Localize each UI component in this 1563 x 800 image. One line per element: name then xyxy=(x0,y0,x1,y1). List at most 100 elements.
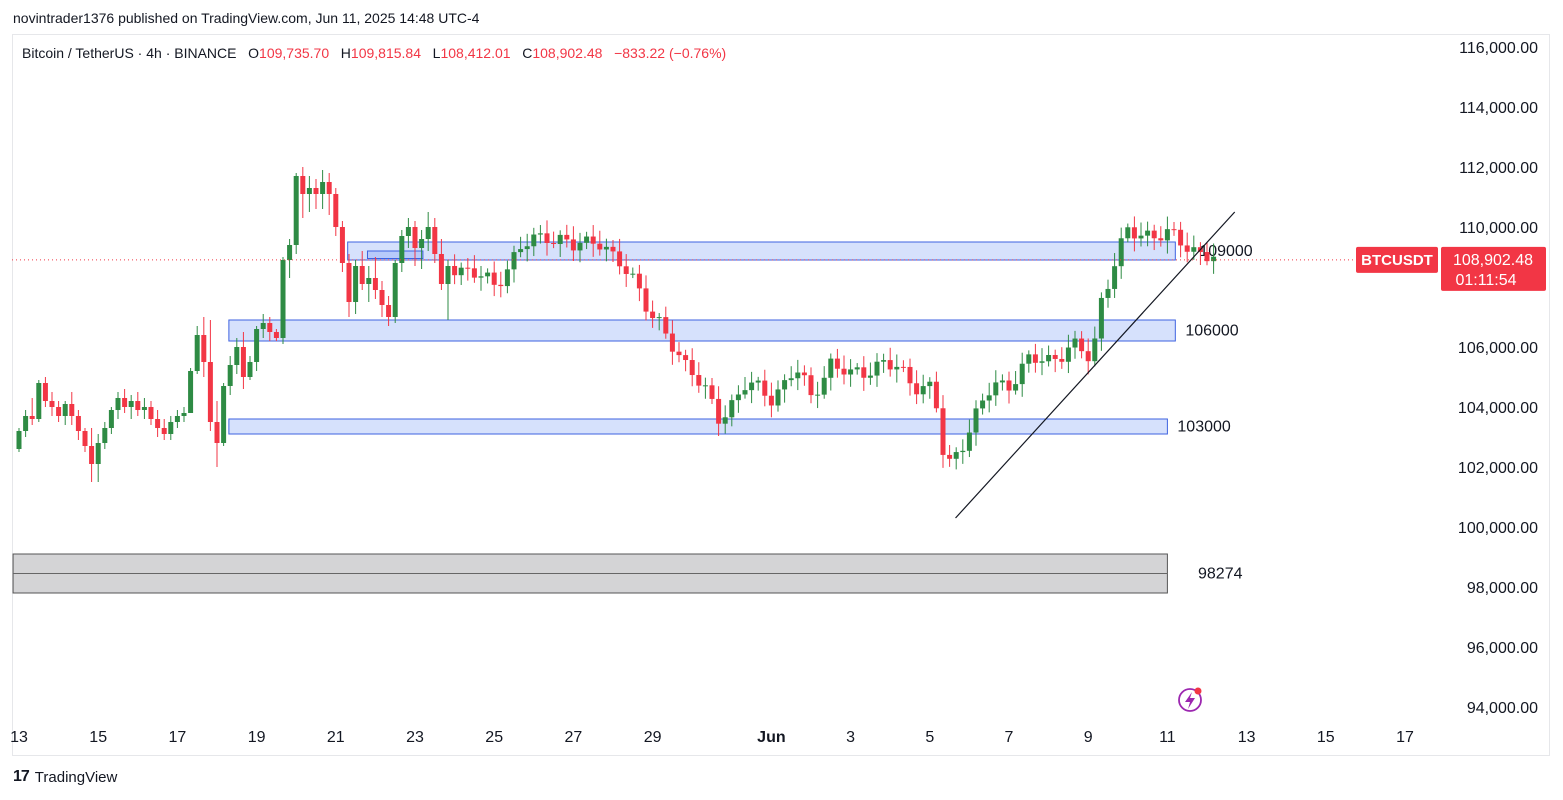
candle[interactable] xyxy=(135,392,141,416)
candle[interactable] xyxy=(1211,243,1217,274)
candle[interactable] xyxy=(729,394,735,427)
candle[interactable] xyxy=(1131,216,1137,252)
candle[interactable] xyxy=(478,265,484,291)
candle[interactable] xyxy=(1098,292,1104,351)
candle[interactable] xyxy=(326,173,332,215)
candle[interactable] xyxy=(122,389,128,413)
candle[interactable] xyxy=(445,260,451,320)
candle[interactable] xyxy=(643,275,649,321)
candle[interactable] xyxy=(1052,349,1058,373)
candle[interactable] xyxy=(174,410,180,428)
candle[interactable] xyxy=(557,230,563,257)
candle[interactable] xyxy=(531,227,537,257)
candle[interactable] xyxy=(227,356,233,395)
candle[interactable] xyxy=(333,188,339,236)
candle[interactable] xyxy=(254,326,260,371)
candle[interactable] xyxy=(749,371,755,404)
candle[interactable] xyxy=(742,376,748,399)
candle[interactable] xyxy=(287,239,293,278)
candle[interactable] xyxy=(650,300,656,328)
candle[interactable] xyxy=(933,371,939,413)
candle[interactable] xyxy=(306,176,312,212)
candle[interactable] xyxy=(894,354,900,383)
footer-brand[interactable]: 17 TradingView xyxy=(13,768,117,786)
candle[interactable] xyxy=(597,230,603,256)
candle[interactable] xyxy=(339,221,345,272)
candle[interactable] xyxy=(1158,226,1164,247)
candle[interactable] xyxy=(313,179,319,209)
candle[interactable] xyxy=(1112,253,1118,298)
candle[interactable] xyxy=(366,266,372,302)
candle[interactable] xyxy=(1026,350,1032,373)
candle[interactable] xyxy=(828,353,834,391)
candle[interactable] xyxy=(260,314,266,338)
candle[interactable] xyxy=(1006,371,1012,404)
candle[interactable] xyxy=(42,377,48,407)
candle[interactable] xyxy=(702,377,708,399)
candle[interactable] xyxy=(1171,222,1177,236)
candle[interactable] xyxy=(1032,343,1038,373)
candle[interactable] xyxy=(168,416,174,440)
candle[interactable] xyxy=(320,170,326,209)
candle[interactable] xyxy=(900,360,906,373)
candle[interactable] xyxy=(669,320,675,365)
candle[interactable] xyxy=(56,401,62,422)
candle[interactable] xyxy=(788,366,794,387)
candle[interactable] xyxy=(927,377,933,399)
candle[interactable] xyxy=(399,230,405,272)
candle[interactable] xyxy=(62,401,68,425)
candle[interactable] xyxy=(372,257,378,299)
candle[interactable] xyxy=(504,260,510,294)
candle[interactable] xyxy=(716,386,722,437)
candle[interactable] xyxy=(518,236,524,258)
candle[interactable] xyxy=(815,381,821,409)
candle[interactable] xyxy=(808,367,814,404)
candle[interactable] xyxy=(221,383,227,446)
candle[interactable] xyxy=(656,313,662,331)
candle[interactable] xyxy=(986,382,992,413)
candle[interactable] xyxy=(907,358,913,396)
candle[interactable] xyxy=(300,167,306,218)
candle[interactable] xyxy=(551,231,557,249)
candle[interactable] xyxy=(379,281,385,317)
candle[interactable] xyxy=(155,410,161,437)
candle[interactable] xyxy=(82,428,88,452)
candle[interactable] xyxy=(491,261,497,297)
candle[interactable] xyxy=(834,348,840,378)
candle[interactable] xyxy=(148,401,154,425)
candle[interactable] xyxy=(247,356,253,380)
candle[interactable] xyxy=(240,332,246,389)
candle[interactable] xyxy=(115,392,121,419)
candle[interactable] xyxy=(874,353,880,387)
candle[interactable] xyxy=(630,267,636,279)
candle[interactable] xyxy=(821,366,827,399)
symbol-label[interactable]: Bitcoin / TetherUS · 4h · BINANCE xyxy=(22,45,237,61)
candle[interactable] xyxy=(570,226,576,262)
candle[interactable] xyxy=(947,445,953,467)
ticker-tag[interactable] xyxy=(1356,246,1438,273)
candle[interactable] xyxy=(973,400,979,446)
candle[interactable] xyxy=(412,221,418,266)
candle[interactable] xyxy=(1079,331,1085,359)
candle[interactable] xyxy=(161,419,167,440)
candle[interactable] xyxy=(1178,221,1184,258)
candle[interactable] xyxy=(392,260,398,323)
candle[interactable] xyxy=(920,374,926,404)
candle[interactable] xyxy=(36,380,42,422)
candle[interactable] xyxy=(603,238,609,262)
candle[interactable] xyxy=(438,239,444,290)
zone-103000[interactable] xyxy=(228,418,1168,435)
candle[interactable] xyxy=(95,434,101,482)
price-tag[interactable] xyxy=(1441,246,1546,291)
candle[interactable] xyxy=(1085,338,1091,375)
candle[interactable] xyxy=(1019,352,1025,397)
candle[interactable] xyxy=(544,220,550,256)
candle[interactable] xyxy=(848,359,854,387)
candle[interactable] xyxy=(214,401,220,467)
candle[interactable] xyxy=(458,262,464,286)
candle[interactable] xyxy=(280,257,286,344)
candle[interactable] xyxy=(128,395,134,419)
candle[interactable] xyxy=(108,407,114,434)
candle[interactable] xyxy=(207,320,213,431)
